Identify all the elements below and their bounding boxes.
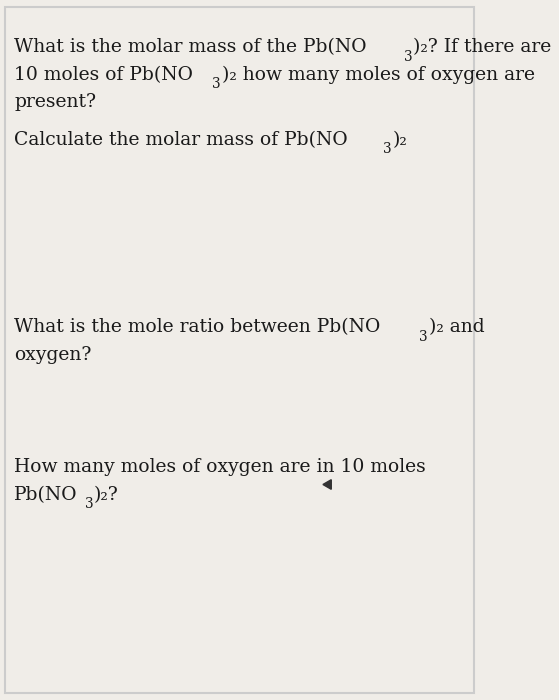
Text: 3: 3 [383,142,392,156]
Text: How many moles of oxygen are in 10 moles: How many moles of oxygen are in 10 moles [15,458,426,477]
Text: 3: 3 [84,497,93,511]
Text: 10 moles of Pb(NO: 10 moles of Pb(NO [15,66,193,84]
Text: )₂: )₂ [392,131,408,149]
Text: Pb(NO: Pb(NO [15,486,78,504]
FancyBboxPatch shape [5,7,474,693]
Text: Calculate the molar mass of Pb(NO: Calculate the molar mass of Pb(NO [15,131,348,149]
Text: )₂ and: )₂ and [429,318,484,337]
Text: 3: 3 [419,330,428,344]
Text: )₂ how many moles of oxygen are: )₂ how many moles of oxygen are [221,66,534,84]
Text: )₂? If there are: )₂? If there are [414,38,552,57]
Text: present?: present? [15,93,96,111]
Text: What is the molar mass of the Pb(NO: What is the molar mass of the Pb(NO [15,38,367,57]
Text: 3: 3 [404,50,413,64]
Text: What is the mole ratio between Pb(NO: What is the mole ratio between Pb(NO [15,318,381,337]
Text: )₂?: )₂? [94,486,119,504]
Text: oxygen?: oxygen? [15,346,92,364]
Text: 3: 3 [212,77,221,91]
